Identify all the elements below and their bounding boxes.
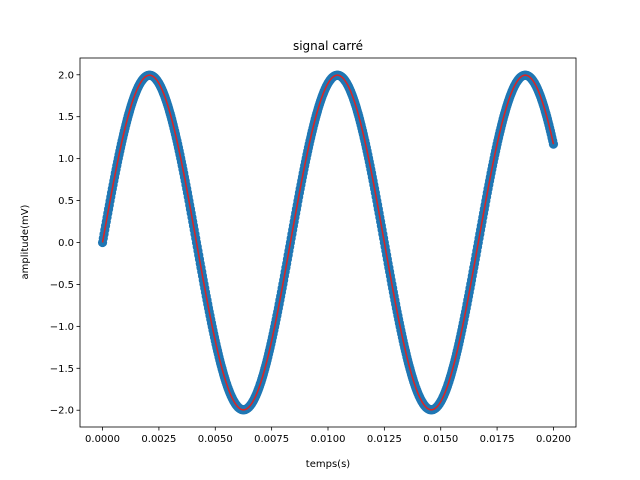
y-tick-label: 1.5 bbox=[58, 112, 74, 123]
x-tick-label: 0.0125 bbox=[367, 434, 402, 445]
x-tick-label: 0.0000 bbox=[85, 434, 120, 445]
chart-title: signal carré bbox=[293, 39, 363, 53]
y-tick-label: 0.0 bbox=[58, 238, 74, 249]
x-axis-ticks: 0.0000 0.0025 0.0050 0.0075 0.0100 0.0125 0.01… bbox=[85, 427, 571, 445]
y-tick-label: −2.0 bbox=[50, 406, 74, 417]
x-axis-label: temps(s) bbox=[306, 459, 350, 470]
line-series bbox=[101, 74, 555, 411]
x-tick-label: 0.0175 bbox=[480, 434, 515, 445]
y-tick-label: −1.5 bbox=[50, 364, 74, 375]
x-tick-label: 0.0050 bbox=[198, 434, 233, 445]
x-tick-label: 0.0075 bbox=[254, 434, 289, 445]
x-tick-label: 0.0025 bbox=[141, 434, 176, 445]
y-axis-ticks: −2.0 −1.5 −1.0 −0.5 0.0 0.5 1.0 1.5 2.0 bbox=[50, 70, 80, 417]
y-tick-label: 0.5 bbox=[58, 196, 74, 207]
data-point-marker bbox=[548, 139, 559, 149]
y-axis-label: amplitude(mV) bbox=[20, 204, 31, 279]
x-tick-label: 0.0200 bbox=[536, 434, 571, 445]
series-line bbox=[101, 74, 555, 411]
x-tick-label: 0.0100 bbox=[311, 434, 346, 445]
y-tick-label: −0.5 bbox=[50, 280, 74, 291]
x-tick-label: 0.0150 bbox=[423, 434, 458, 445]
y-tick-label: 2.0 bbox=[58, 70, 74, 81]
y-tick-label: 1.0 bbox=[58, 154, 74, 165]
plot-area bbox=[80, 58, 576, 427]
y-tick-label: −1.0 bbox=[50, 322, 74, 333]
